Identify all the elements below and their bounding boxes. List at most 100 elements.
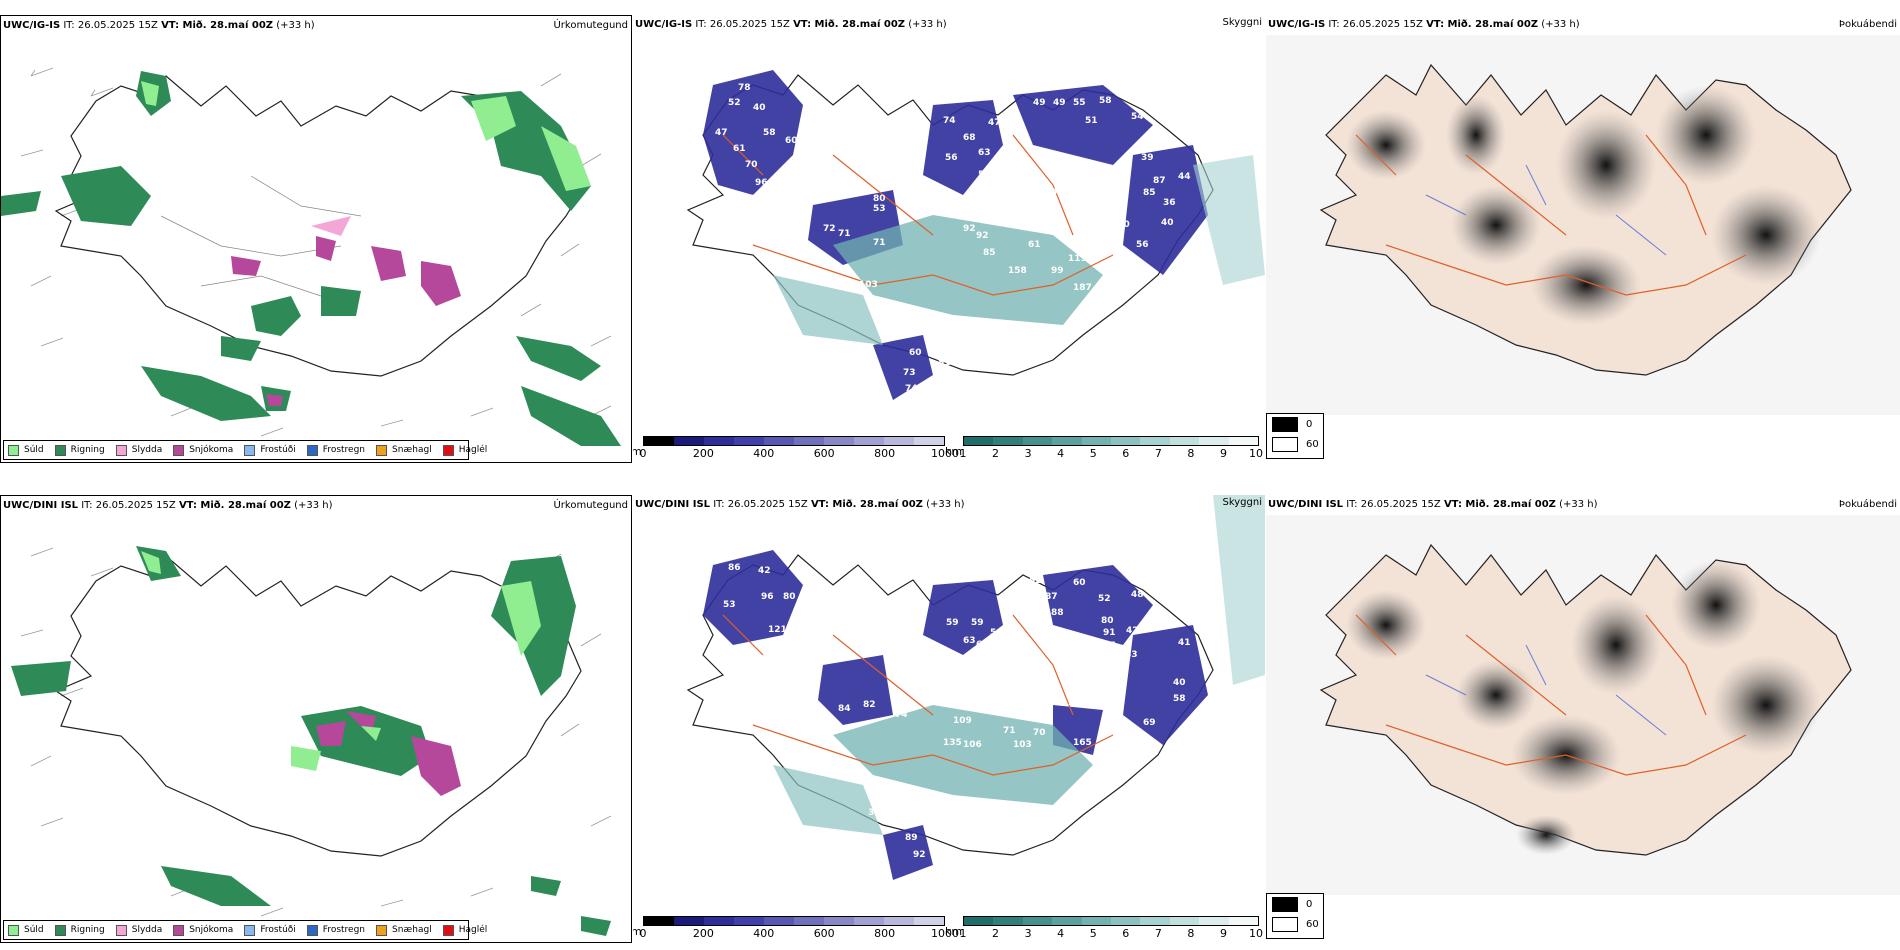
svg-text:85: 85 — [983, 248, 996, 258]
road-network — [1355, 614, 1747, 776]
svg-text:40: 40 — [1161, 218, 1174, 228]
legend-item-frostudi: Frostúði — [244, 444, 296, 456]
svg-text:49: 49 — [1033, 98, 1046, 108]
visibility-fields — [703, 70, 1265, 400]
svg-text:45: 45 — [1151, 138, 1164, 148]
svg-text:54: 54 — [990, 628, 1003, 638]
cloud-base-colorbar: m 0 200 400 600 800 1000 — [633, 916, 959, 940]
panel-title: Þokuábendi — [1838, 499, 1897, 510]
precip-map-1 — [1, 67, 621, 446]
svg-text:100: 100 — [1053, 648, 1072, 658]
legend-item-hagl: Haglél — [442, 924, 487, 936]
fog-map-2 — [1266, 515, 1900, 895]
svg-text:91: 91 — [1103, 628, 1116, 638]
panel-header: UWC/DINI ISL IT: 26.05.2025 15Z VT: Mið.… — [1268, 499, 1598, 510]
wind-barbs — [20, 67, 612, 437]
svg-text:74: 74 — [1036, 592, 1049, 602]
svg-text:61: 61 — [1028, 240, 1041, 250]
svg-text:135: 135 — [943, 738, 962, 748]
legend-item-snjokoma: Snjókoma — [173, 444, 233, 456]
svg-text:97: 97 — [1103, 641, 1116, 651]
panel-title: Skyggni — [1222, 497, 1262, 508]
svg-text:92: 92 — [976, 231, 989, 241]
svg-text:40: 40 — [783, 348, 796, 358]
svg-text:78: 78 — [738, 83, 751, 93]
svg-text:71: 71 — [873, 238, 886, 248]
svg-text:258: 258 — [1001, 698, 1020, 708]
svg-text:99: 99 — [1051, 266, 1064, 276]
svg-text:42: 42 — [1126, 626, 1139, 636]
svg-text:52: 52 — [1098, 594, 1111, 604]
svg-text:72: 72 — [823, 224, 836, 234]
svg-text:86: 86 — [728, 563, 741, 573]
svg-text:63: 63 — [963, 636, 976, 646]
svg-text:69: 69 — [1143, 718, 1156, 728]
svg-text:40: 40 — [1173, 678, 1186, 688]
svg-text:37: 37 — [868, 808, 881, 818]
svg-text:53: 53 — [873, 204, 886, 214]
svg-text:71: 71 — [1053, 218, 1066, 228]
svg-text:52: 52 — [728, 98, 741, 108]
svg-text:72: 72 — [1053, 698, 1066, 708]
legend-item-frostregn: Frostregn — [306, 924, 365, 936]
fog-fields — [1346, 85, 1821, 325]
svg-text:63: 63 — [1125, 650, 1138, 660]
precip-legend: Súld Rigning Slydda Snjókoma Frostúði Fr… — [3, 920, 487, 940]
svg-text:71: 71 — [1118, 256, 1131, 266]
svg-text:103: 103 — [1013, 740, 1032, 750]
svg-text:105: 105 — [1098, 190, 1117, 200]
svg-text:117: 117 — [883, 120, 902, 130]
svg-text:119: 119 — [1068, 254, 1087, 264]
road-network — [1355, 134, 1747, 296]
visibility-scale — [963, 436, 1259, 446]
svg-text:88: 88 — [1051, 608, 1064, 618]
svg-text:56: 56 — [945, 153, 958, 163]
svg-text:76: 76 — [918, 386, 931, 396]
iceland-outline — [54, 75, 582, 377]
svg-text:49: 49 — [1053, 98, 1066, 108]
road-network — [722, 134, 1114, 296]
svg-text:92: 92 — [913, 850, 926, 860]
svg-text:96: 96 — [755, 178, 768, 188]
svg-text:165: 165 — [1073, 738, 1092, 748]
panel-title: Úrkomutegund — [553, 500, 628, 511]
panel-header: UWC/DINI ISL IT: 26.05.2025 15Z VT: Mið.… — [3, 500, 333, 511]
svg-text:74: 74 — [905, 384, 918, 394]
svg-text:82: 82 — [863, 700, 876, 710]
svg-text:84: 84 — [748, 194, 761, 204]
visibility-panel-2: 86 42 53 96 80 121 93 84 82 74 59 59 63 … — [633, 495, 1265, 943]
cloud-base-colorbar: m 0 200 400 600 800 1000 — [633, 436, 959, 460]
svg-text:58: 58 — [1099, 96, 1112, 106]
iceland-outline — [54, 555, 582, 857]
cloud-base-scale — [643, 436, 945, 446]
svg-text:54: 54 — [1131, 112, 1144, 122]
svg-text:48: 48 — [1131, 590, 1144, 600]
svg-text:68: 68 — [963, 133, 976, 143]
svg-text:73: 73 — [903, 368, 916, 378]
svg-text:36: 36 — [1163, 198, 1176, 208]
svg-text:52: 52 — [1029, 576, 1042, 586]
svg-text:63: 63 — [978, 148, 991, 158]
svg-text:70: 70 — [745, 160, 758, 170]
svg-text:286: 286 — [963, 353, 982, 363]
svg-text:93: 93 — [775, 638, 788, 648]
svg-text:54: 54 — [788, 838, 801, 848]
visibility-number-labels: 86 42 53 96 80 121 93 84 82 74 59 59 63 … — [723, 563, 1191, 860]
svg-text:47: 47 — [715, 128, 728, 138]
svg-text:44: 44 — [1178, 172, 1191, 182]
river-lines — [1425, 164, 1667, 256]
svg-text:95: 95 — [1125, 733, 1138, 743]
panel-title: Skyggni — [1222, 17, 1262, 28]
fog-legend-1: 0 60 — [1266, 413, 1324, 459]
svg-text:70: 70 — [1033, 728, 1046, 738]
svg-text:106: 106 — [963, 740, 982, 750]
panel-header: UWC/IG-IS IT: 26.05.2025 15Z VT: Mið. 28… — [3, 20, 315, 31]
svg-text:201: 201 — [1068, 698, 1087, 708]
svg-text:53: 53 — [723, 600, 736, 610]
svg-text:101: 101 — [1048, 168, 1067, 178]
svg-text:91: 91 — [1051, 188, 1064, 198]
svg-text:84: 84 — [838, 704, 851, 714]
legend-item-hagl: Haglél — [442, 444, 487, 456]
road-network — [722, 614, 1114, 776]
svg-text:40: 40 — [753, 103, 766, 113]
